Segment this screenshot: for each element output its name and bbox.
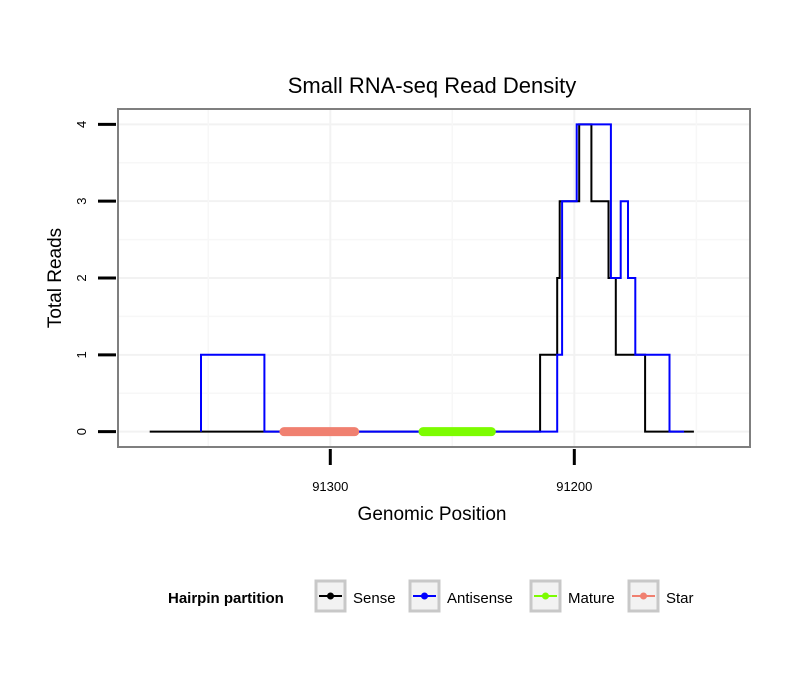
y-tick-label: 3 bbox=[74, 198, 89, 205]
legend: Hairpin partition Sense Antisense Mature St… bbox=[168, 579, 694, 613]
legend-label-star: Star bbox=[666, 590, 694, 607]
y-tick-label: 1 bbox=[74, 351, 89, 358]
legend-dot-antisense bbox=[421, 592, 428, 600]
y-tick-label: 2 bbox=[74, 274, 89, 281]
x-axis-title: Genomic Position bbox=[358, 504, 507, 525]
legend-item-antisense: Antisense bbox=[408, 579, 513, 613]
x-tick-label: 91300 bbox=[312, 479, 348, 494]
legend-dot-sense bbox=[327, 592, 334, 600]
legend-item-mature: Mature bbox=[529, 579, 615, 613]
axes: 0 1 2 3 4 91300 91200 bbox=[74, 121, 592, 494]
legend-dot-star bbox=[640, 592, 647, 600]
y-tick-label: 0 bbox=[74, 428, 89, 435]
grid bbox=[118, 109, 750, 447]
plot-panel bbox=[117, 108, 751, 448]
y-tick-label: 4 bbox=[74, 121, 89, 128]
plot-data bbox=[149, 123, 694, 437]
legend-label-sense: Sense bbox=[353, 590, 396, 607]
legend-label-mature: Mature bbox=[568, 590, 615, 607]
legend-dot-mature bbox=[542, 592, 549, 600]
legend-title: Hairpin partition bbox=[168, 590, 284, 607]
x-tick-label: 91200 bbox=[556, 479, 592, 494]
legend-item-sense: Sense bbox=[314, 579, 396, 613]
chart-title: Small RNA-seq Read Density bbox=[288, 73, 577, 98]
legend-item-star: Star bbox=[627, 579, 694, 613]
y-axis-title: Total Reads bbox=[45, 228, 66, 328]
legend-label-antisense: Antisense bbox=[447, 590, 513, 607]
series-line-antisense bbox=[200, 123, 685, 433]
